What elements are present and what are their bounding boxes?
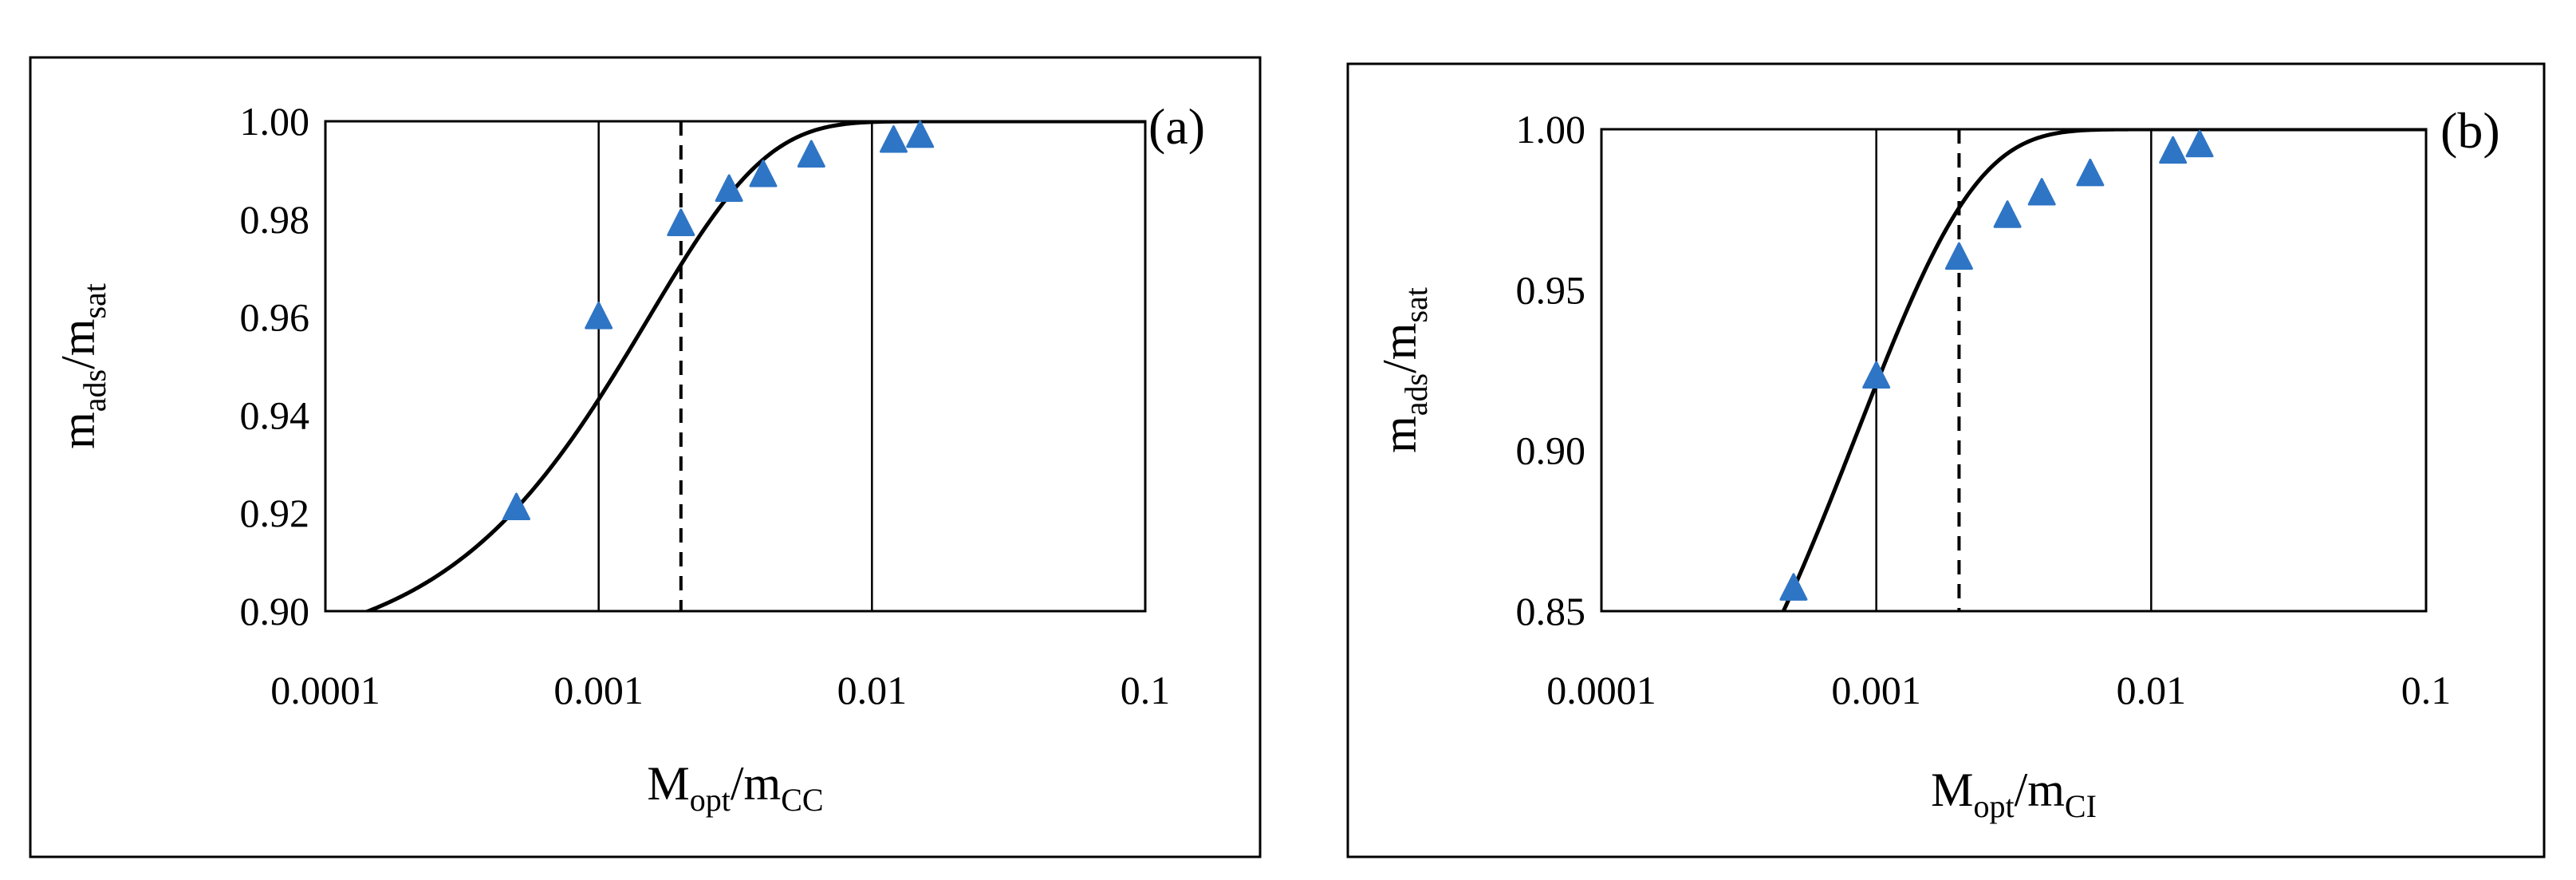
data-point: [1779, 573, 1808, 601]
data-point: [667, 208, 695, 236]
panel-label: (b): [2440, 102, 2500, 159]
data-point: [1993, 200, 2022, 228]
data-point: [1862, 361, 1891, 389]
data-point: [2076, 158, 2105, 187]
x-axis-title-main: M: [1931, 764, 1973, 816]
y-tick-label: 0.90: [240, 589, 310, 633]
data-point: [502, 492, 531, 521]
y-axis-title-sub1: ads: [1398, 373, 1434, 416]
data-point: [906, 120, 935, 148]
y-axis-title-main: m: [52, 412, 104, 449]
data-point: [797, 140, 825, 168]
panel-b: 0.0001 0.001 0.01 0.1 0.85 0.90 0.95 1.00 Mopt/m…: [1373, 102, 2500, 824]
x-tick-label: 0.0001: [1546, 668, 1656, 712]
y-tick-label: 0.85: [1516, 589, 1586, 633]
data-point: [585, 302, 613, 330]
x-axis-title: Mopt/mCI: [1931, 764, 2097, 824]
x-axis-title-main: M: [647, 757, 689, 810]
x-axis-title-sub1: opt: [1973, 788, 2014, 824]
data-point: [749, 160, 778, 187]
x-axis-title-mid: /m: [731, 757, 781, 810]
y-axis-title: mads/msat: [52, 283, 112, 449]
y-tick-label: 0.96: [240, 295, 310, 340]
x-tick-label: 0.1: [1121, 668, 1171, 712]
x-tick-label: 0.0001: [270, 668, 380, 712]
data-point: [2027, 178, 2056, 206]
y-axis-title-sub2: sat: [1398, 287, 1434, 322]
y-axis-title-mid: /m: [1373, 323, 1426, 373]
x-tick-label: 0.01: [2117, 668, 2187, 712]
y-tick-label: 0.92: [240, 491, 310, 535]
plot-area: [1600, 128, 2428, 613]
panel-b-frame: [1346, 62, 2546, 858]
data-point: [2185, 129, 2214, 158]
y-axis-title-sub1: ads: [77, 369, 112, 412]
y-axis-title-mid: /m: [52, 319, 104, 369]
x-axis-title: Mopt/mCC: [647, 757, 823, 818]
y-tick-label: 0.98: [240, 197, 310, 242]
x-axis-title-mid: /m: [2015, 764, 2065, 816]
y-axis-title-main: m: [1373, 416, 1426, 453]
x-tick-label: 0.001: [553, 668, 644, 712]
data-point: [715, 174, 743, 202]
x-axis-title-sub2: CC: [781, 782, 823, 818]
x-tick-label: 0.001: [1831, 668, 1921, 712]
panel-label: (a): [1148, 98, 1205, 155]
y-axis-title-sub2: sat: [77, 283, 112, 318]
data-point: [2159, 136, 2188, 164]
panel-a: 0.0001 0.001 0.01 0.1 0.90 0.92 0.94 0.96 0.98 1.…: [52, 98, 1205, 818]
y-axis-title: mads/msat: [1373, 287, 1434, 453]
y-tick-label: 0.95: [1516, 267, 1586, 312]
x-axis-title-sub2: CI: [2065, 788, 2097, 824]
data-point: [1944, 242, 1973, 270]
plot-area: [324, 120, 1147, 613]
panel-a-frame: [29, 56, 1262, 858]
data-point: [879, 125, 908, 153]
x-tick-label: 0.01: [837, 668, 908, 712]
y-tick-label: 1.00: [1516, 107, 1586, 152]
y-tick-label: 1.00: [240, 99, 310, 144]
x-axis-title-sub1: opt: [690, 782, 731, 818]
fit-curve: [1781, 129, 2426, 611]
y-tick-label: 0.94: [240, 393, 310, 437]
x-tick-label: 0.1: [2401, 668, 2452, 712]
y-tick-label: 0.90: [1516, 428, 1586, 473]
